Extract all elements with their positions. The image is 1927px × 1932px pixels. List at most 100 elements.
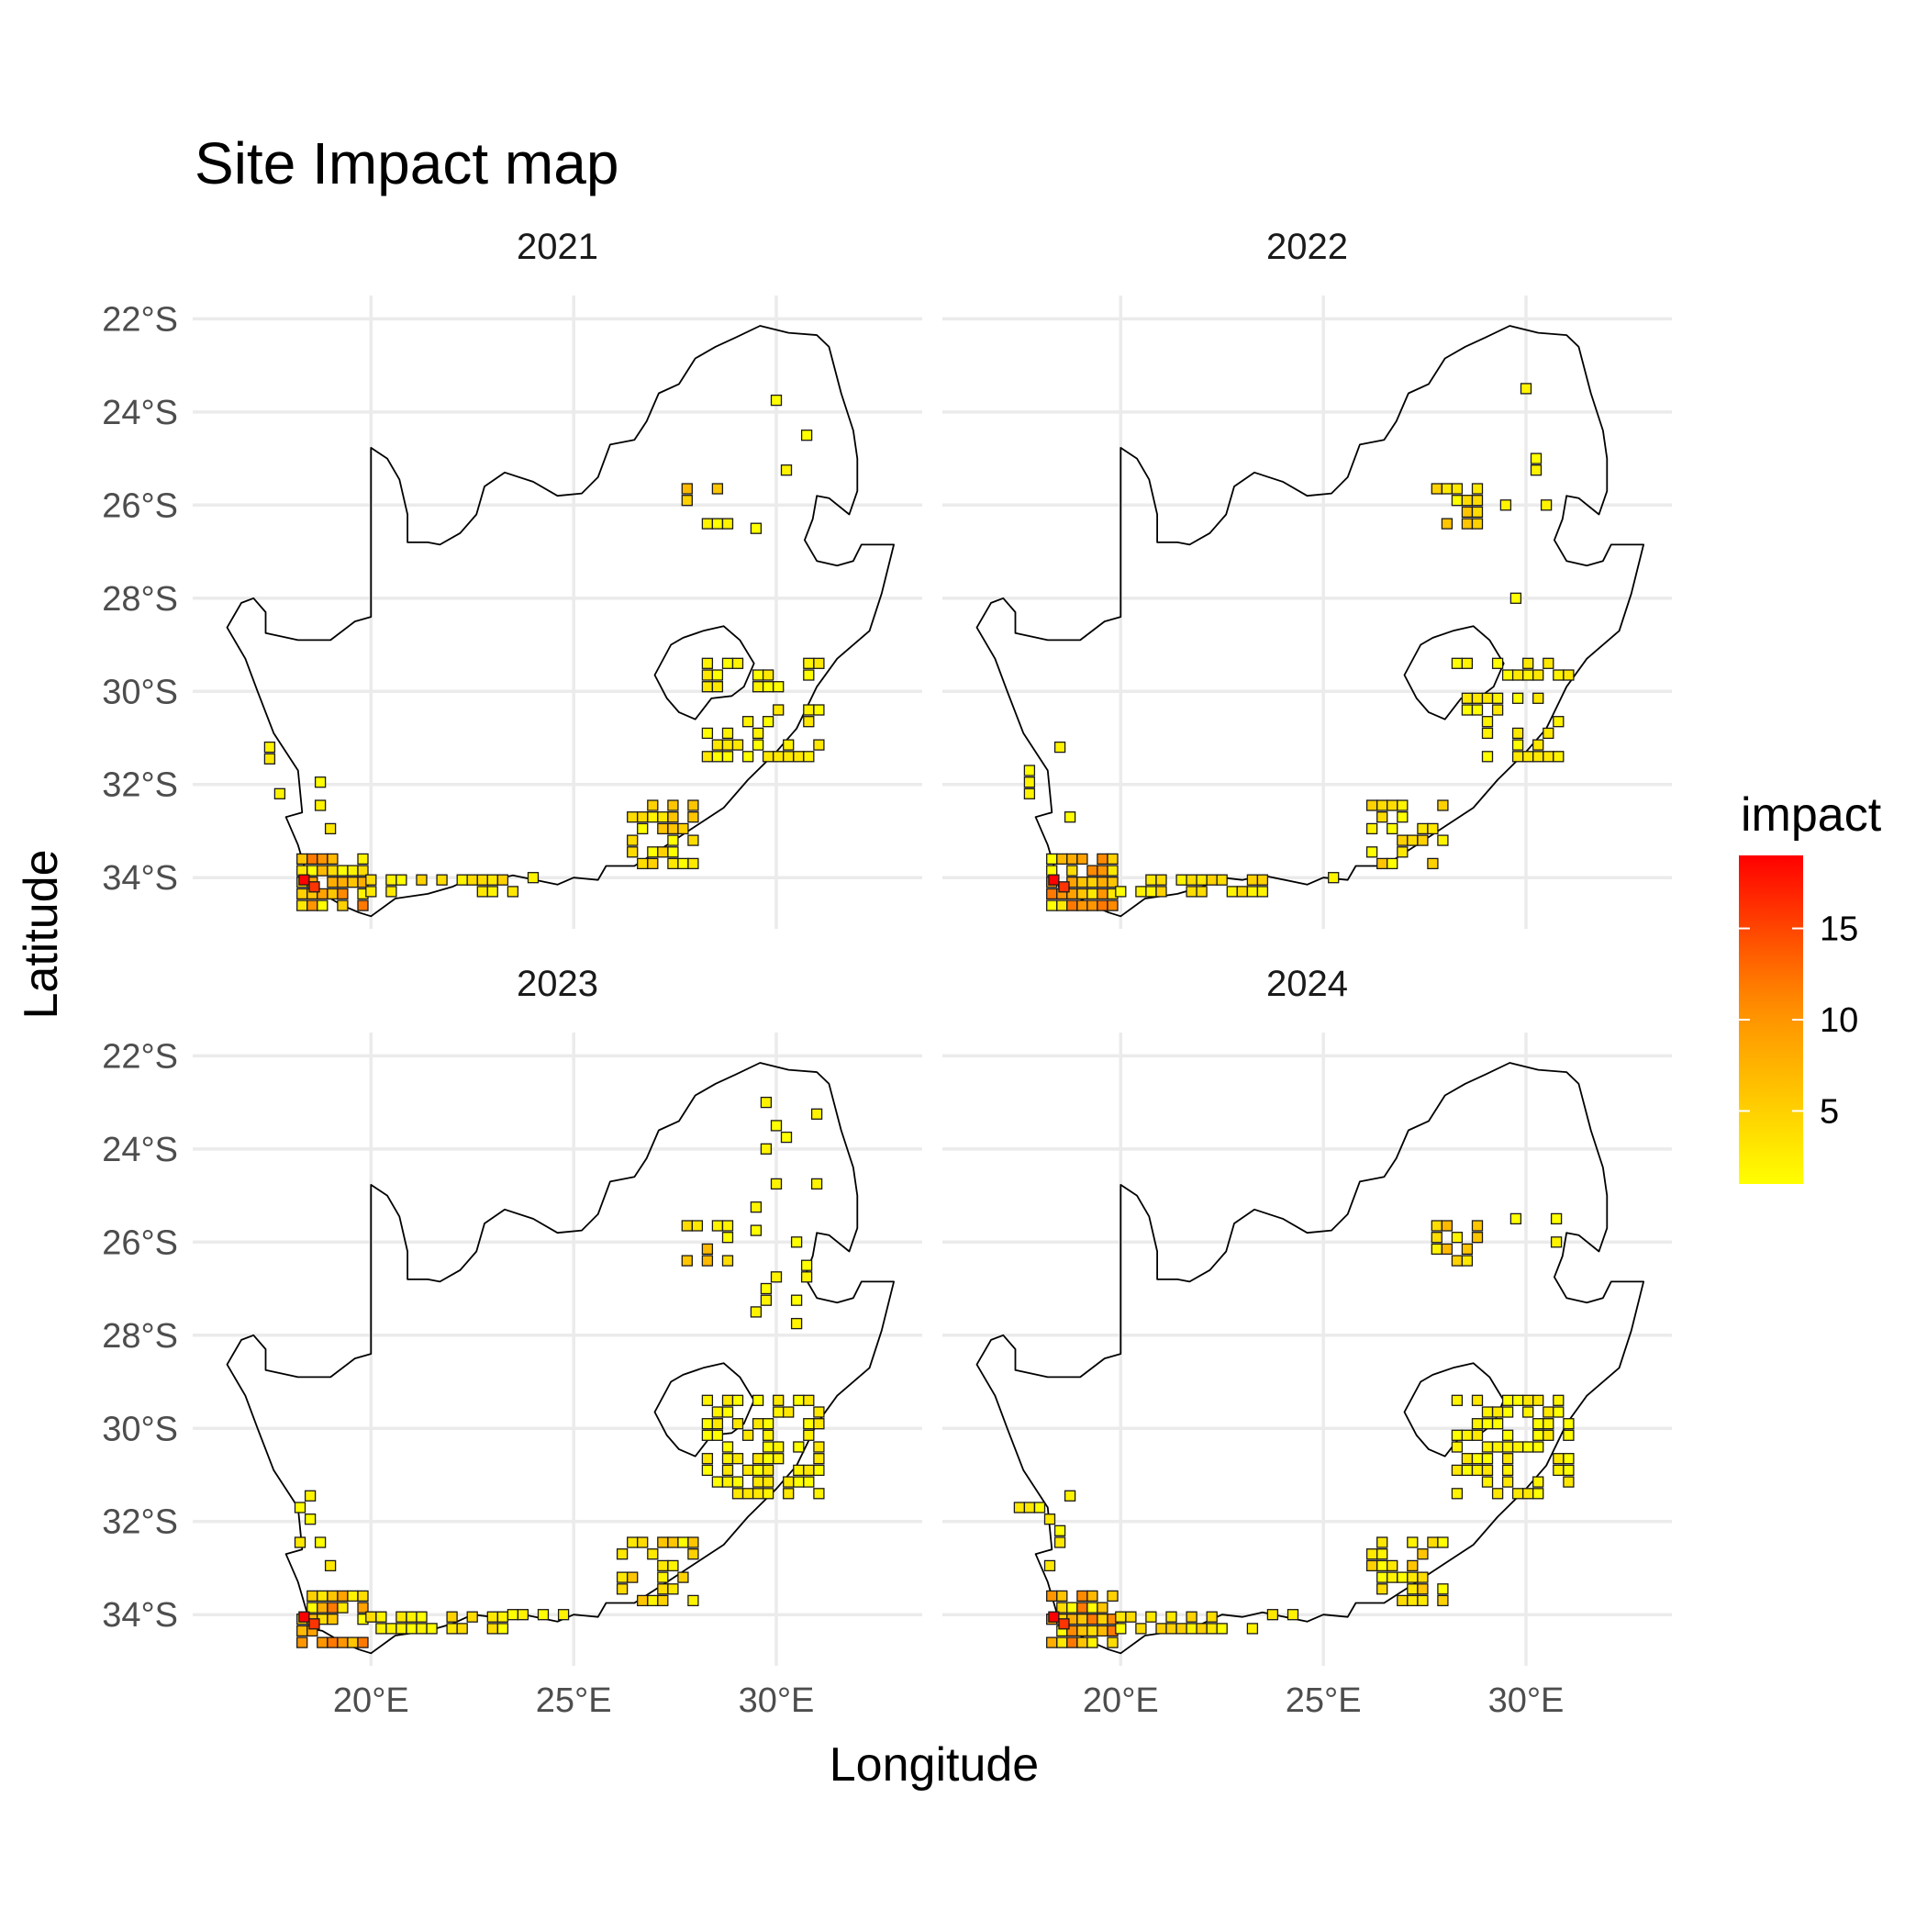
impact-cell (1461, 1243, 1474, 1256)
impact-cell (687, 857, 699, 870)
impact-cell (803, 704, 815, 716)
impact-cell (813, 1418, 825, 1430)
impact-cell (365, 874, 377, 886)
impact-cell (762, 1441, 774, 1453)
impact-cell (1511, 1394, 1524, 1406)
impact-cell (681, 1255, 693, 1267)
impact-cell (1216, 874, 1228, 886)
impact-cell (1417, 834, 1429, 846)
impact-cell (1196, 886, 1208, 898)
impact-cell (667, 822, 679, 835)
impact-cell (1076, 1590, 1088, 1603)
impact-cell (406, 1623, 418, 1635)
impact-cell (1397, 799, 1409, 811)
impact-cell (1511, 1441, 1524, 1453)
impact-cell (752, 681, 764, 693)
y-tick-label: 30°S (102, 673, 178, 711)
impact-cell (813, 1488, 825, 1500)
impact-cell (1145, 1611, 1157, 1623)
impact-cell (721, 657, 734, 669)
impact-cell (1023, 787, 1036, 799)
impact-cell (647, 799, 659, 811)
impact-cell (1543, 1406, 1554, 1418)
impact-cell (1481, 1464, 1494, 1477)
impact-cell (1287, 1609, 1299, 1621)
impact-cell (317, 853, 329, 865)
impact-cell (357, 899, 369, 911)
impact-cell (1553, 716, 1565, 728)
impact-cell (1471, 1453, 1484, 1465)
impact-cell (1532, 739, 1544, 751)
impact-cell (1013, 1502, 1026, 1513)
impact-cell (1417, 1583, 1429, 1595)
impact-cell (1427, 857, 1439, 870)
impact-cell (1387, 1571, 1398, 1583)
impact-cell (1532, 692, 1544, 704)
impact-cell (1451, 483, 1464, 495)
impact-cell (1097, 853, 1108, 865)
impact-cell (780, 1131, 793, 1144)
impact-cell (741, 1429, 754, 1441)
impact-cell (1511, 727, 1524, 740)
impact-cell (773, 704, 785, 716)
lesotho-outline (653, 625, 755, 720)
impact-cell (1553, 751, 1565, 763)
impact-cell (1511, 669, 1524, 681)
impact-cell (760, 1143, 773, 1155)
impact-cell (1376, 1559, 1388, 1572)
impact-cell (711, 739, 724, 751)
panel-label: 2023 (517, 964, 598, 1004)
impact-cell (803, 1429, 815, 1441)
impact-cell (1530, 464, 1543, 476)
impact-cell (416, 874, 428, 886)
impact-cell (783, 1488, 795, 1500)
impact-cell (1397, 1571, 1409, 1583)
impact-cell (677, 1571, 689, 1583)
impact-cell (298, 874, 310, 886)
impact-cell (1076, 1625, 1088, 1637)
impact-cell (1043, 1559, 1056, 1572)
impact-cell (327, 865, 339, 877)
impact-cell (1376, 1548, 1388, 1560)
impact-cell (1066, 1636, 1078, 1648)
impact-cell (681, 1220, 693, 1232)
impact-cell (1471, 1464, 1484, 1477)
impact-cell (375, 1611, 387, 1623)
impact-cell (752, 1394, 764, 1406)
impact-cell (711, 1220, 724, 1232)
impact-cell (1407, 1583, 1419, 1595)
impact-cell (537, 1609, 550, 1621)
impact-cell (711, 518, 724, 530)
impact-cell (721, 1255, 734, 1267)
impact-cell (1097, 877, 1108, 888)
impact-cell (647, 846, 659, 858)
y-tick-label: 28°S (102, 1317, 178, 1356)
impact-cell (721, 1441, 734, 1453)
impact-cell (1407, 834, 1419, 846)
impact-cell (762, 1429, 774, 1441)
impact-cell (1206, 1623, 1218, 1635)
impact-cell (667, 1583, 679, 1595)
impact-cell (1056, 1636, 1068, 1648)
impact-cell (1491, 1418, 1504, 1430)
impact-cell (1530, 452, 1543, 464)
impact-cell (298, 1611, 310, 1623)
impact-cell (1543, 751, 1554, 763)
impact-cell (375, 1623, 387, 1635)
impact-cell (1165, 1611, 1177, 1623)
impact-cell (1236, 886, 1248, 898)
impact-cell (701, 1243, 714, 1256)
impact-cell (1451, 657, 1464, 669)
impact-cell (1056, 899, 1068, 911)
impact-cell (324, 1559, 337, 1572)
impact-cell (1563, 1418, 1575, 1430)
impact-cell (667, 857, 679, 870)
impact-cell (711, 483, 724, 495)
impact-cell (337, 1590, 349, 1603)
impact-cell (1107, 853, 1119, 865)
impact-cell (1532, 1394, 1544, 1406)
impact-cell (1563, 669, 1575, 681)
impact-cell (1226, 886, 1238, 898)
impact-cell (1365, 1548, 1378, 1560)
impact-cell (1431, 483, 1442, 495)
